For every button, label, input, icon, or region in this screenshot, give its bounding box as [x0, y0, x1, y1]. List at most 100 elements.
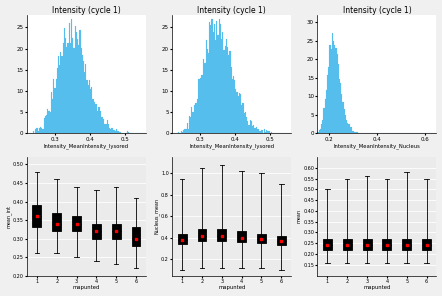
Bar	[41, 128, 42, 133]
Bar	[238, 96, 239, 133]
Bar	[223, 50, 225, 133]
Bar	[209, 22, 210, 133]
Bar	[222, 32, 223, 133]
Bar	[346, 120, 347, 133]
Bar	[259, 131, 260, 133]
Bar	[203, 59, 204, 133]
Bar	[328, 67, 329, 133]
Bar	[101, 118, 102, 133]
Bar	[110, 129, 111, 133]
Title: Intensity (cycle 1): Intensity (cycle 1)	[52, 6, 121, 15]
Bar	[236, 91, 238, 133]
Title: Intensity (cycle 1): Intensity (cycle 1)	[197, 6, 266, 15]
Bar	[324, 99, 326, 133]
Bar	[89, 81, 90, 133]
X-axis label: mapunted: mapunted	[73, 285, 100, 290]
Bar	[182, 132, 183, 133]
Bar	[206, 40, 207, 133]
Bar	[317, 132, 319, 133]
Bar	[181, 131, 182, 133]
Bar	[217, 35, 219, 133]
Bar	[127, 131, 128, 133]
Bar	[106, 124, 107, 133]
Bar	[47, 109, 48, 133]
PathPatch shape	[343, 239, 352, 250]
PathPatch shape	[132, 227, 141, 246]
Bar	[68, 43, 69, 133]
Bar	[221, 39, 222, 133]
Bar	[189, 116, 190, 133]
Bar	[327, 75, 328, 133]
Bar	[64, 28, 65, 133]
Bar	[111, 128, 113, 133]
Y-axis label: Nucleus_mean: Nucleus_mean	[154, 198, 160, 234]
Bar	[208, 53, 209, 133]
Title: Intensity (cycle 1): Intensity (cycle 1)	[343, 6, 412, 15]
Bar	[184, 128, 185, 133]
Bar	[191, 107, 192, 133]
Bar	[46, 115, 47, 133]
Bar	[332, 33, 333, 133]
Bar	[84, 72, 85, 133]
Bar	[336, 54, 338, 133]
Bar	[204, 63, 206, 133]
Bar	[95, 104, 96, 133]
Bar	[107, 120, 108, 133]
Bar	[340, 83, 341, 133]
Bar	[202, 75, 203, 133]
Bar	[344, 110, 345, 133]
PathPatch shape	[198, 229, 206, 241]
Bar	[38, 131, 39, 133]
Bar	[244, 113, 245, 133]
Bar	[229, 51, 231, 133]
Bar	[44, 118, 45, 133]
Bar	[333, 41, 334, 133]
PathPatch shape	[362, 239, 372, 250]
Bar	[88, 85, 89, 133]
Bar	[51, 92, 52, 133]
Bar	[214, 24, 215, 133]
Bar	[114, 130, 115, 133]
Bar	[215, 40, 216, 133]
Y-axis label: mean_int: mean_int	[6, 205, 11, 228]
Bar	[335, 49, 336, 133]
Bar	[351, 127, 352, 133]
Bar	[78, 45, 79, 133]
Bar	[195, 103, 196, 133]
Bar	[57, 68, 58, 133]
Bar	[251, 121, 252, 133]
Bar	[250, 120, 251, 133]
Bar	[128, 132, 130, 133]
Bar	[58, 56, 59, 133]
PathPatch shape	[402, 239, 411, 250]
Bar	[50, 112, 51, 133]
Bar	[104, 124, 106, 133]
Bar	[42, 129, 44, 133]
Bar	[40, 127, 41, 133]
Bar	[45, 115, 46, 133]
Bar	[235, 89, 236, 133]
Bar	[113, 130, 114, 133]
Bar	[71, 19, 72, 133]
Bar	[54, 88, 56, 133]
Bar	[322, 120, 324, 133]
Bar	[118, 132, 120, 133]
PathPatch shape	[237, 231, 246, 242]
Bar	[192, 112, 194, 133]
Bar	[48, 111, 50, 133]
Bar	[53, 79, 54, 133]
Bar	[241, 105, 242, 133]
Bar	[231, 67, 232, 133]
Bar	[260, 131, 262, 133]
Bar	[82, 55, 83, 133]
Bar	[226, 39, 227, 133]
Bar	[77, 39, 78, 133]
Bar	[265, 132, 266, 133]
Y-axis label: mean: mean	[297, 209, 302, 223]
Bar	[255, 127, 257, 133]
Bar	[343, 102, 344, 133]
Bar	[220, 24, 221, 133]
Bar	[232, 79, 233, 133]
Bar	[33, 131, 34, 133]
Bar	[207, 49, 208, 133]
